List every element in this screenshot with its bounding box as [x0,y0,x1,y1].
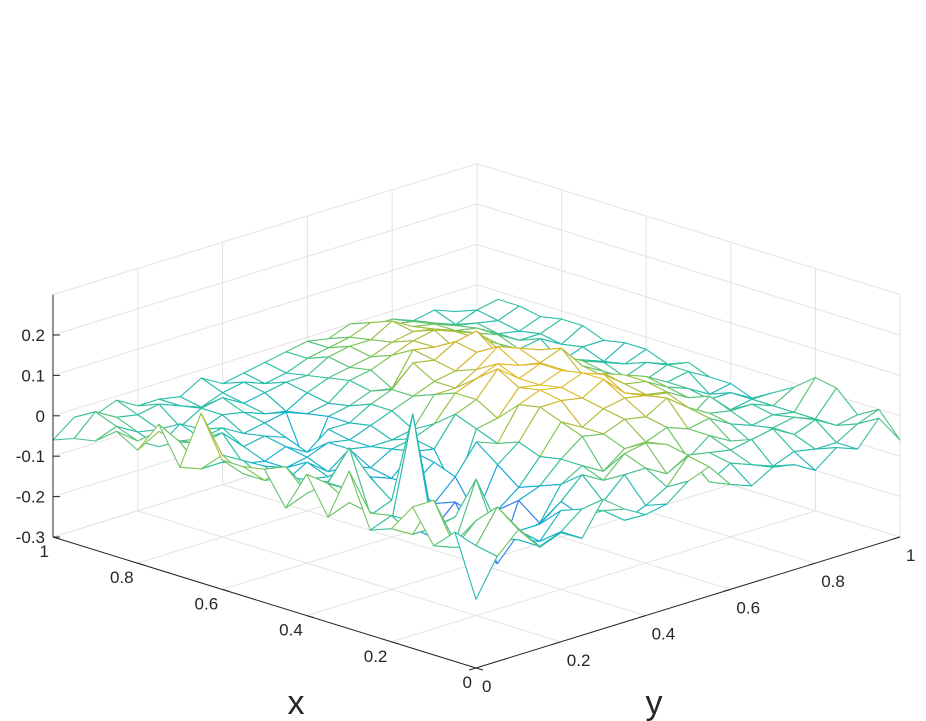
y-tick-mark [808,562,816,566]
x-tick-mark [222,588,230,592]
z-tick-label: 0.2 [21,326,45,345]
wall-grid-line [476,163,901,296]
mesh-cell [454,531,498,600]
floor-grid-line [137,510,561,643]
floor-grid-line [222,484,646,617]
wall-grid-line [52,284,478,417]
axes-lines [52,294,901,671]
x-tick-mark [137,562,145,566]
y-tick-label: 0.2 [567,651,591,670]
y-tick-mark [553,641,561,645]
y-axis-label: y [646,684,663,721]
x-tick-mark [391,641,399,645]
wall-grid-line [52,163,478,296]
y-tick-label: 1 [906,546,915,565]
y-axis-line [475,536,901,669]
x-axis-label: x [288,684,305,721]
wall-grid-line [476,203,901,336]
surface-mesh [52,298,901,600]
x-tick-label: 0 [463,673,472,692]
y-tick-label: 0 [482,677,491,696]
x-tick-label: 0.8 [110,568,134,587]
y-tick-mark [468,667,477,671]
tick-labels: 0 00.2 0.20.4 0.40.6 0.60.8 0.81 1-0.3-0.2-0.1… [16,326,916,696]
floor-grid-line [391,510,816,643]
z-tick-label: 0 [36,407,45,426]
wall-grid-line [476,243,901,376]
wall-grid-line [52,203,478,336]
x-tick-label: 1 [40,542,49,561]
z-tick-label: -0.3 [16,528,45,547]
y-tick-label: 0.4 [652,625,676,644]
y-tick-label: 0.8 [821,572,845,591]
wall-grid-line [52,243,478,376]
y-tick-label: 0.6 [736,598,760,617]
z-tick-label: 0.1 [21,366,45,385]
x-tick-label: 0.6 [195,594,219,613]
x-tick-mark [475,667,484,671]
x-tick-label: 0.4 [279,621,303,640]
x-tick-mark [306,615,314,619]
z-tick-label: -0.1 [16,447,45,466]
x-tick-label: 0.2 [364,647,388,666]
y-tick-mark [638,615,646,619]
y-tick-mark [723,588,731,592]
x-axis-line [52,536,477,669]
y-tick-mark [892,536,901,540]
z-tick-label: -0.2 [16,488,45,507]
